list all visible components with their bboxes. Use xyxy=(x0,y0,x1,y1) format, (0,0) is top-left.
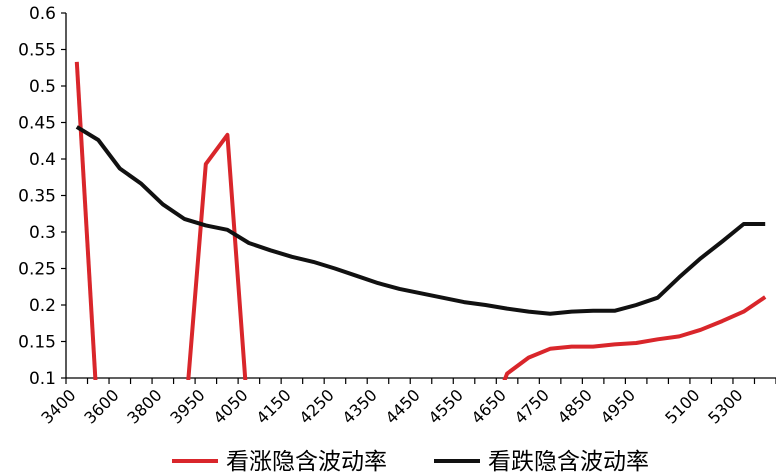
series-line xyxy=(502,295,767,380)
y-tick-label: 0.55 xyxy=(18,41,56,61)
data-point xyxy=(592,345,595,348)
x-tick-label: 3400 xyxy=(37,385,79,427)
x-tick-label: 5300 xyxy=(704,385,746,427)
data-point xyxy=(721,240,724,243)
y-tick-label: 0.35 xyxy=(18,187,56,207)
x-tick-label: 3600 xyxy=(80,385,122,427)
x-tick-label: 3800 xyxy=(123,385,165,427)
data-point xyxy=(699,328,702,331)
data-point xyxy=(570,310,573,313)
data-point xyxy=(226,133,229,136)
data-point xyxy=(97,138,100,141)
y-tick-label: 0.15 xyxy=(18,333,56,353)
legend: 看涨隐含波动率 看跌隐含波动率 xyxy=(172,449,649,475)
data-point xyxy=(355,274,358,277)
data-point xyxy=(721,319,724,322)
data-point xyxy=(742,310,745,313)
data-point xyxy=(75,60,78,63)
data-point xyxy=(419,292,422,295)
data-point xyxy=(742,222,745,225)
data-point xyxy=(247,241,250,244)
x-tick-label: 4550 xyxy=(425,385,467,427)
data-point xyxy=(764,295,767,298)
data-point xyxy=(484,303,487,306)
data-point xyxy=(140,182,143,185)
data-point xyxy=(333,267,336,270)
data-point xyxy=(183,428,186,431)
data-point xyxy=(312,260,315,263)
legend-label: 看涨隐含波动率 xyxy=(226,449,387,475)
x-tick-label: 4250 xyxy=(296,385,338,427)
x-tick-label: 4350 xyxy=(339,385,381,427)
y-tick-label: 0.1 xyxy=(29,369,56,389)
data-point xyxy=(678,276,681,279)
data-point xyxy=(484,428,487,431)
x-tick-label: 4750 xyxy=(511,385,553,427)
x-tick-label: 3950 xyxy=(166,385,208,427)
legend-item-1: 看涨隐含波动率 xyxy=(172,449,387,475)
x-tick-label: 4850 xyxy=(554,385,596,427)
y-tick-label: 0.5 xyxy=(29,77,56,97)
data-point xyxy=(527,356,530,359)
data-point xyxy=(613,343,616,346)
data-point xyxy=(678,335,681,338)
y-axis-ticks: 0.1 0.15 0.2 0.25 0.3 0.35 0.4 0.45 0.5 0.55 0.6 xyxy=(18,4,66,389)
data-point xyxy=(656,296,659,299)
data-point xyxy=(376,282,379,285)
data-point xyxy=(505,372,508,375)
data-point xyxy=(699,257,702,260)
data-point xyxy=(527,310,530,313)
data-point xyxy=(505,307,508,310)
data-point xyxy=(635,341,638,344)
series-line xyxy=(186,132,248,380)
data-point xyxy=(118,167,121,170)
data-point xyxy=(635,303,638,306)
data-point xyxy=(548,347,551,350)
data-point xyxy=(269,249,272,252)
data-point xyxy=(441,296,444,299)
x-tick-label: 4150 xyxy=(253,385,295,427)
y-tick-label: 0.2 xyxy=(29,296,56,316)
data-point xyxy=(97,428,100,431)
x-tick-label: 5100 xyxy=(661,385,703,427)
series-layer xyxy=(74,60,767,431)
data-point xyxy=(290,255,293,258)
legend-item-2: 看跌隐含波动率 xyxy=(434,449,649,475)
y-tick-label: 0.6 xyxy=(29,4,56,24)
data-point xyxy=(570,345,573,348)
data-point xyxy=(75,125,78,128)
data-point xyxy=(161,203,164,206)
data-point xyxy=(764,222,767,225)
axes xyxy=(65,13,776,379)
x-axis-ticks: 3400 3600 3800 3950 4050 4150 4250 4350 4450 4550… xyxy=(37,378,776,428)
series-line xyxy=(75,125,766,316)
series-1 xyxy=(74,60,767,431)
data-point xyxy=(592,309,595,312)
data-point xyxy=(398,287,401,290)
y-tick-label: 0.45 xyxy=(18,114,56,134)
y-tick-label: 0.3 xyxy=(29,223,56,243)
data-point xyxy=(613,309,616,312)
series-line xyxy=(74,61,98,380)
data-point xyxy=(204,224,207,227)
data-point xyxy=(204,163,207,166)
legend-label: 看跌隐含波动率 xyxy=(488,449,649,475)
x-tick-label: 4650 xyxy=(468,385,510,427)
data-point xyxy=(226,228,229,231)
data-point xyxy=(462,300,465,303)
data-point xyxy=(548,312,551,315)
x-tick-label: 4050 xyxy=(209,385,251,427)
data-point xyxy=(656,338,659,341)
data-point xyxy=(183,217,186,220)
x-tick-label: 4950 xyxy=(597,385,639,427)
data-point xyxy=(247,428,250,431)
y-tick-label: 0.25 xyxy=(18,260,56,280)
y-tick-label: 0.4 xyxy=(29,150,56,170)
x-tick-label: 4450 xyxy=(382,385,424,427)
series-2 xyxy=(75,125,767,316)
